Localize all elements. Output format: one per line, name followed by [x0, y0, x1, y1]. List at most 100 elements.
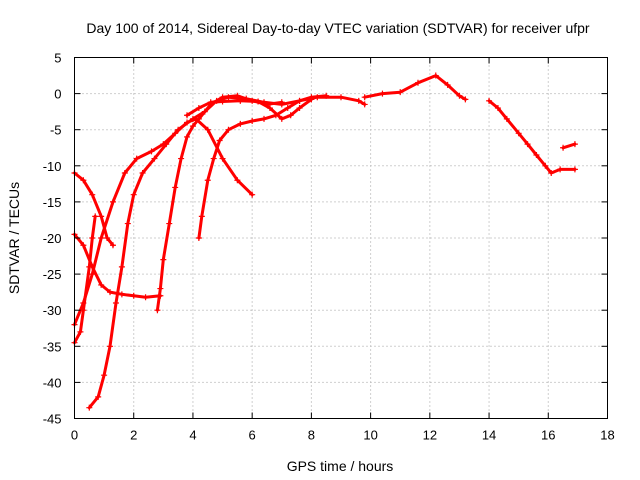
data-series [71, 72, 578, 411]
data-point [130, 191, 137, 198]
data-point [107, 343, 114, 350]
data-point [379, 90, 386, 97]
data-point [89, 271, 96, 278]
data-point [284, 105, 291, 112]
data-point [80, 177, 87, 184]
data-point [130, 292, 137, 299]
data-point [95, 393, 102, 400]
data-point [86, 263, 93, 270]
data-point [432, 72, 439, 79]
data-point [524, 141, 531, 148]
data-point [361, 101, 368, 108]
data-point [184, 112, 191, 119]
axis-ticks [74, 57, 608, 419]
data-point [163, 141, 170, 148]
x-tick-label: 2 [130, 428, 137, 443]
data-point [216, 137, 223, 144]
data-point [249, 118, 256, 125]
y-tick-label: -35 [43, 339, 62, 354]
x-tick-label: 6 [249, 428, 256, 443]
data-point [198, 213, 205, 220]
y-tick-label: -25 [43, 267, 62, 282]
data-point [80, 299, 87, 306]
y-tick-label: -40 [43, 375, 62, 390]
data-point [189, 115, 196, 122]
data-point [361, 94, 368, 101]
x-tick-label: 8 [308, 428, 315, 443]
x-tick-label: 10 [363, 428, 377, 443]
data-point [89, 235, 96, 241]
data-point [121, 170, 128, 177]
x-tick-label: 18 [600, 428, 614, 443]
data-point [308, 96, 315, 103]
data-point [80, 242, 87, 249]
data-point [204, 126, 211, 133]
y-tick-label: -20 [43, 231, 62, 246]
data-point [195, 115, 202, 122]
y-tick-label: 5 [54, 51, 61, 66]
data-point [515, 130, 522, 137]
data-point [355, 97, 362, 104]
x-tick-labels: 0 2 4 6 8 10 12 14 16 18 [71, 428, 615, 443]
data-point [249, 191, 256, 198]
data-point [255, 98, 262, 105]
series-line [73, 117, 254, 327]
data-point [225, 126, 232, 133]
data-point [172, 184, 179, 191]
data-point [148, 148, 155, 155]
data-point [118, 263, 125, 270]
data-point [178, 155, 185, 162]
series-line [73, 171, 115, 247]
data-point [261, 115, 268, 122]
data-point [287, 112, 294, 119]
series-track-9 [361, 72, 469, 103]
x-tick-label: 4 [189, 428, 196, 443]
data-point [175, 126, 182, 133]
data-point [237, 97, 244, 104]
data-point [234, 92, 241, 99]
data-point [184, 133, 191, 140]
data-point [142, 294, 149, 301]
x-tick-label: 12 [423, 428, 437, 443]
data-point [207, 99, 214, 106]
data-point [107, 289, 114, 296]
data-point [486, 97, 493, 104]
data-point [133, 155, 140, 162]
data-point [210, 155, 217, 162]
data-point [397, 89, 404, 96]
data-point [112, 299, 119, 306]
x-tick-label: 16 [541, 428, 555, 443]
data-point [278, 115, 285, 122]
data-point [414, 79, 421, 86]
chart-title: Day 100 of 2014, Sidereal Day-to-day VTE… [86, 20, 590, 36]
x-axis-label: GPS time / hours [287, 458, 394, 474]
gridlines [74, 57, 608, 419]
x-tick-label: 0 [71, 428, 78, 443]
y-tick-label: -45 [43, 412, 62, 427]
data-point [86, 404, 93, 411]
data-point [151, 155, 158, 162]
data-point [571, 166, 578, 173]
data-point [124, 220, 131, 227]
y-tick-label: -15 [43, 195, 62, 210]
data-point [98, 213, 105, 220]
data-point [92, 213, 99, 220]
data-point [266, 105, 273, 112]
data-point [548, 170, 555, 177]
data-point [195, 105, 202, 112]
data-point [571, 141, 578, 148]
data-point [560, 144, 567, 151]
data-point [542, 162, 549, 169]
data-point [77, 328, 84, 335]
data-point [278, 99, 285, 106]
data-point [139, 170, 146, 177]
y-tick-label: -5 [50, 123, 62, 138]
data-point [157, 285, 164, 292]
data-point [160, 256, 167, 263]
data-point [533, 151, 540, 158]
data-point [234, 177, 241, 184]
data-point [109, 198, 116, 205]
data-point [323, 92, 330, 99]
data-point [503, 115, 510, 122]
